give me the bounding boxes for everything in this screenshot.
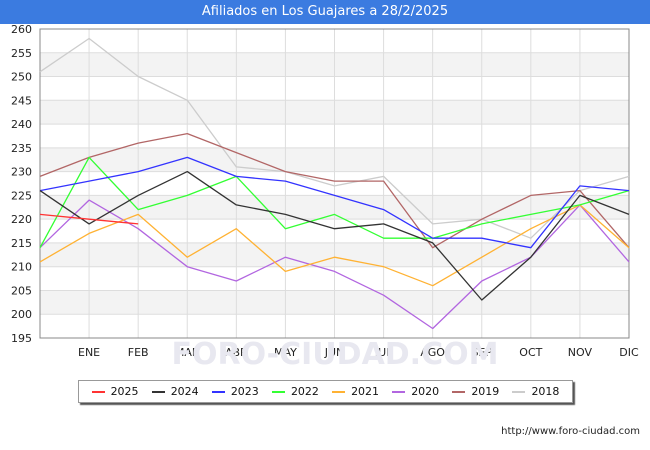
y-tick-label: 250 <box>11 71 32 84</box>
y-tick-label: 220 <box>11 213 32 226</box>
legend-swatch <box>512 390 526 393</box>
series-line-2024 <box>39 170 630 301</box>
x-tick-label: FEB <box>128 346 149 359</box>
chart-title: Afiliados en Los Guajares a 28/2/2025 <box>0 0 650 24</box>
series-line-2022 <box>39 156 630 249</box>
y-tick-label: 255 <box>11 47 32 60</box>
legend-label: 2023 <box>230 385 259 398</box>
x-tick-label: ENE <box>78 346 100 359</box>
legend-swatch <box>392 390 406 393</box>
y-tick-label: 215 <box>11 237 32 250</box>
legend-swatch <box>91 390 105 393</box>
legend-label: 2022 <box>290 385 319 398</box>
x-tick-label: NOV <box>568 346 593 359</box>
legend-label: 2019 <box>471 385 500 398</box>
legend-item-2025: 2025 <box>91 385 139 398</box>
y-tick-label: 205 <box>11 284 32 297</box>
legend-item-2024: 2024 <box>151 385 199 398</box>
watermark: FORO-CIUDAD.COM <box>172 337 499 372</box>
legend-item-2018: 2018 <box>512 385 559 398</box>
y-tick-label: 260 <box>11 23 32 36</box>
series-line-2025 <box>39 213 139 225</box>
y-tick-label: 200 <box>11 308 32 321</box>
series-line-2023 <box>39 156 630 249</box>
legend-swatch <box>452 390 466 393</box>
legend-item-2021: 2021 <box>332 385 379 398</box>
x-tick-label: MAR <box>175 346 200 359</box>
series-line-2019 <box>39 132 630 249</box>
legend-label: 2024 <box>170 385 199 398</box>
y-tick-label: 230 <box>11 166 32 179</box>
x-tick-label: OCT <box>519 346 542 359</box>
legend-swatch <box>211 390 225 393</box>
legend-label: 2021 <box>351 385 380 398</box>
x-tick-label: JUL <box>374 346 393 359</box>
plot-frame <box>39 28 630 339</box>
x-tick-label: JUN <box>324 346 345 359</box>
legend-label: 2020 <box>411 385 440 398</box>
series-line-2018 <box>39 37 630 239</box>
legend-item-2022: 2022 <box>271 385 319 398</box>
legend-item-2019: 2019 <box>452 385 499 398</box>
x-tick-label: DIC <box>619 346 639 359</box>
legend-swatch <box>332 390 346 393</box>
legend-label: 2018 <box>531 385 560 398</box>
legend-item-2023: 2023 <box>211 385 259 398</box>
y-tick-label: 245 <box>11 94 32 107</box>
x-tick-label: AGO <box>420 346 445 359</box>
y-tick-label: 210 <box>11 261 32 274</box>
legend-swatch <box>271 390 285 393</box>
legend-item-2020: 2020 <box>392 385 439 398</box>
source-url: http://www.foro-ciudad.com <box>501 426 640 437</box>
y-tick-label: 195 <box>11 332 32 345</box>
y-tick-label: 240 <box>11 118 32 131</box>
x-tick-label: ABR <box>225 346 248 359</box>
legend-label: 2025 <box>110 385 139 398</box>
y-tick-label: 225 <box>11 189 32 202</box>
y-tick-label: 235 <box>11 142 32 155</box>
legend-swatch <box>151 390 165 393</box>
x-tick-label: MAY <box>274 346 297 359</box>
chart-legend: 2025 2024 2023 2022 2021 2020 2019 2018 <box>78 380 573 403</box>
x-tick-label: SEP <box>471 346 492 359</box>
series-line-2021 <box>39 204 630 287</box>
